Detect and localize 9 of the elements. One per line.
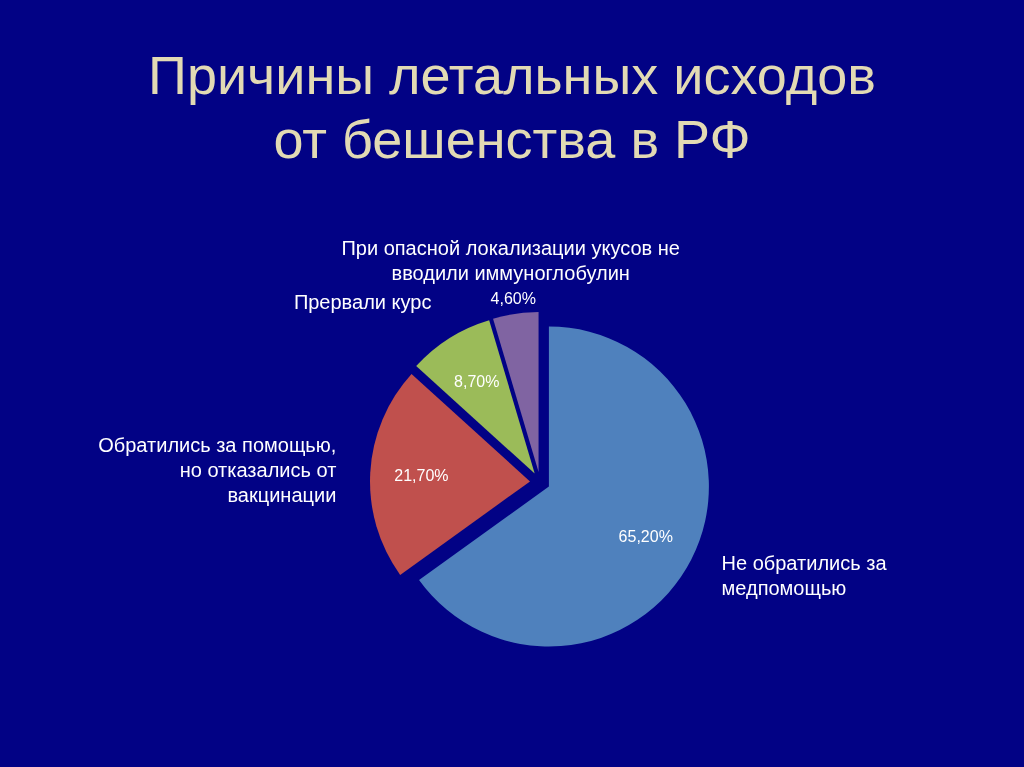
- data-label: 21,70%: [394, 466, 449, 484]
- chart-title: Причины летальных исходов от бешенства в РФ: [148, 45, 876, 169]
- slice-label: При опасной локализации укусов не вводили иммуноглобулин: [341, 237, 680, 285]
- data-label: 4,60%: [490, 289, 536, 307]
- data-label: 65,20%: [618, 527, 673, 545]
- slice-label: Обратились за помощью, но отказались от вакцинации: [98, 434, 337, 507]
- data-label: 8,70%: [454, 373, 500, 391]
- slice-label: Не обратились за медпомощью: [721, 551, 888, 599]
- slice-label: Прервали курс: [293, 291, 432, 314]
